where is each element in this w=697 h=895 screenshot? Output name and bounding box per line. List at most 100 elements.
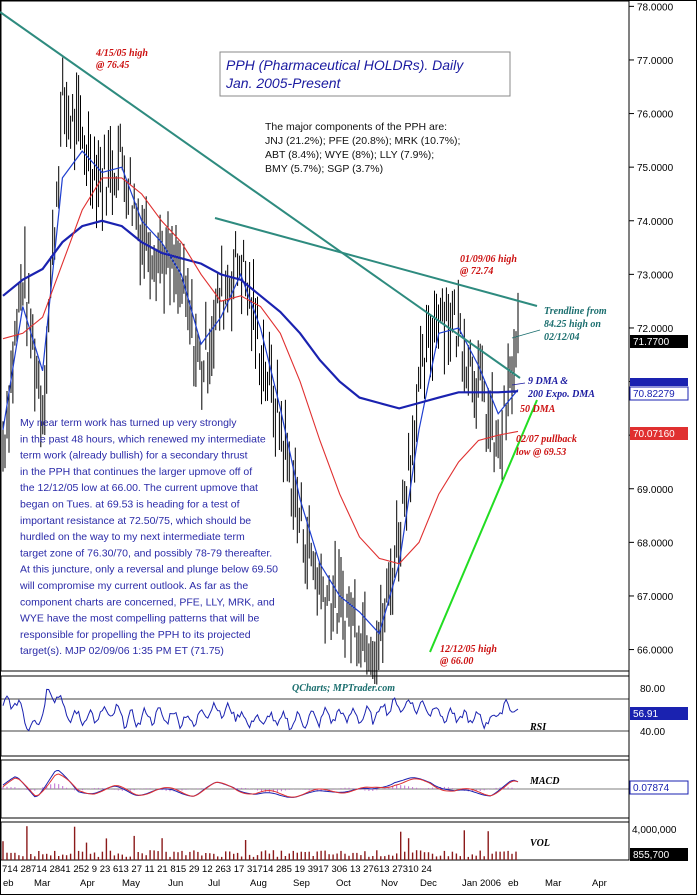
rsi-tag (630, 707, 688, 720)
annotation-trendline: Trendline from (544, 306, 607, 317)
annotation-pullback-value: low @ 69.53 (516, 447, 566, 458)
month-label: Jan 2006 (462, 878, 501, 889)
month-label: May (122, 878, 140, 889)
rsi-line (2, 688, 519, 732)
partial-tag (630, 378, 688, 386)
last-price-tag-text: 71.7700 (633, 337, 670, 348)
commentary-line: began on Tues. at 69.53 is heading for a… (20, 499, 240, 511)
volume-bars (2, 826, 517, 860)
annotation-high-0415: 4/15/05 high (95, 48, 148, 59)
minor-resistance-line (214, 217, 538, 307)
components-line: JNJ (21.2%); PFE (20.8%); MRK (10.7%); (265, 135, 460, 147)
annotation-low-1212: 12/12/05 high (440, 644, 497, 655)
macd-series (2, 769, 519, 798)
month-label: Jun (168, 878, 183, 889)
commentary-line: At this juncture, only a reversal and pl… (20, 564, 278, 576)
sma50-tag-text: 70.07160 (633, 429, 675, 440)
month-label: Sep (293, 878, 310, 889)
rsi-40-label: 40.00 (640, 727, 665, 738)
volume-axis-label: 4,000,000 (632, 825, 677, 836)
month-label: Mar (34, 878, 50, 889)
macd-signal-line (2, 773, 519, 798)
chart-credit: QCharts; MPTrader.com (292, 683, 395, 694)
annotation-high-0415-value: @ 76.45 (96, 60, 129, 71)
ma-line-9-dma (2, 150, 519, 635)
ma-line-50-dma (2, 177, 519, 565)
annotation-trendline-2: 84.25 high on (544, 319, 601, 330)
ma-line-200-expo-dma (2, 219, 519, 410)
components-note: The major components of the PPH are: JNJ… (265, 121, 460, 175)
commentary-line: the 12/12/05 low at 66.00. The current u… (20, 482, 258, 494)
sma50-tag (630, 427, 688, 440)
components-line: ABT (8.4%); WYE (8%); LLY (7.9%); (265, 149, 434, 161)
chart-title: PPH (Pharmaceutical HOLDRs). Daily (226, 57, 464, 73)
last-price-tag (630, 335, 688, 348)
month-label: Apr (592, 878, 607, 889)
commentary-line: will compromise my current outlook. As f… (19, 580, 248, 592)
price-axis-label: 74.0000 (637, 217, 674, 228)
month-label: eb (508, 878, 519, 889)
commentary-line: hurdled on the way to my next intermedia… (20, 531, 245, 543)
rsi-80-label: 80.00 (640, 684, 665, 695)
commentary-line: in the PPH that continues the larger upm… (20, 466, 252, 478)
volume-panel (0, 821, 630, 861)
volume-tag-text: 855,700 (633, 850, 670, 861)
chart-subtitle: Jan. 2005-Present (225, 75, 342, 91)
price-axis-label: 72.0000 (637, 324, 674, 335)
price-axis-label: 69.0000 (637, 485, 674, 496)
month-label: Dec (420, 878, 437, 889)
annotation-trendline-3: 02/12/04 (544, 332, 580, 343)
price-axis-label: 66.0000 (637, 646, 674, 657)
price-axis-label: 77.0000 (637, 56, 674, 67)
rsi-label: RSI (529, 722, 547, 733)
date-axis-days: 714 28714 2841 252 9 23 613 27 11 21 815… (2, 864, 432, 875)
price-axis-label: 75.0000 (637, 163, 674, 174)
month-label: Mar (545, 878, 561, 889)
annotations: 4/15/05 high @ 76.45 01/09/06 high @ 72.… (95, 48, 607, 667)
title-box (219, 51, 511, 97)
price-axis-label: 73.0000 (637, 270, 674, 281)
annotation-pullback: 02/07 pullback (516, 434, 577, 445)
annotation-50dma: 50 DMA (520, 404, 556, 415)
commentary-line: important resistance at 72.50/75, which … (20, 515, 251, 527)
annotation-high-0109: 01/09/06 high (460, 254, 517, 265)
commentary-line: in the past 48 hours, which renewed my i… (20, 433, 266, 445)
ema200-tag (629, 386, 689, 401)
month-label: Nov (381, 878, 398, 889)
annotation-high-0109-value: @ 72.74 (460, 266, 493, 277)
commentary-line: target(s). MJP 02/09/06 1:35 PM ET (71.7… (20, 645, 224, 657)
commentary-line: My near term work has turned up very str… (20, 417, 237, 429)
major-downtrend-line (0, 11, 521, 379)
support-uptrend-line (429, 399, 538, 653)
volume-label: VOL (530, 838, 550, 849)
ema200-tag-text: 70.82279 (633, 389, 675, 400)
price-axis-label: 67.0000 (637, 592, 674, 603)
macd-tag-text: 0.07874 (633, 783, 670, 794)
dma-pointer (511, 382, 526, 386)
month-label: Apr (80, 878, 95, 889)
components-line: BMY (5.7%); SGP (3.7%) (265, 163, 383, 175)
commentary-line: responsible for propelling the PPH to it… (20, 629, 251, 641)
rsi-series (2, 688, 519, 732)
macd-label: MACD (529, 776, 559, 787)
month-label: Aug (250, 878, 267, 889)
macd-tag (629, 780, 689, 795)
date-axis-months: eb Mar Apr May Jun Jul Aug Sep Oct Nov Dec Jan 2006… (3, 878, 607, 889)
commentary-line: target zone of 76.30/70, and possibly 78… (20, 547, 272, 559)
volume-tag (630, 848, 688, 861)
commentary-line: term work (already bullish) for a second… (20, 450, 248, 462)
moving-averages (2, 150, 519, 635)
trendline-pointer (511, 329, 541, 339)
annotation-9dma: 9 DMA & (528, 376, 568, 387)
month-label: Jul (208, 878, 220, 889)
month-label: eb (3, 878, 14, 889)
commentary: My near term work has turned up very str… (19, 417, 278, 657)
rsi-tag-text: 56.91 (633, 709, 658, 720)
month-label: Oct (336, 878, 351, 889)
commentary-line: WYE have the most compelling patterns th… (20, 613, 259, 625)
annotation-low-1212-value: @ 66.00 (440, 656, 473, 667)
annotation-200ema: 200 Expo. DMA (527, 389, 595, 400)
commentary-line: component charts are concerned, PFE, LLY… (20, 596, 275, 608)
components-line: The major components of the PPH are: (265, 121, 447, 133)
